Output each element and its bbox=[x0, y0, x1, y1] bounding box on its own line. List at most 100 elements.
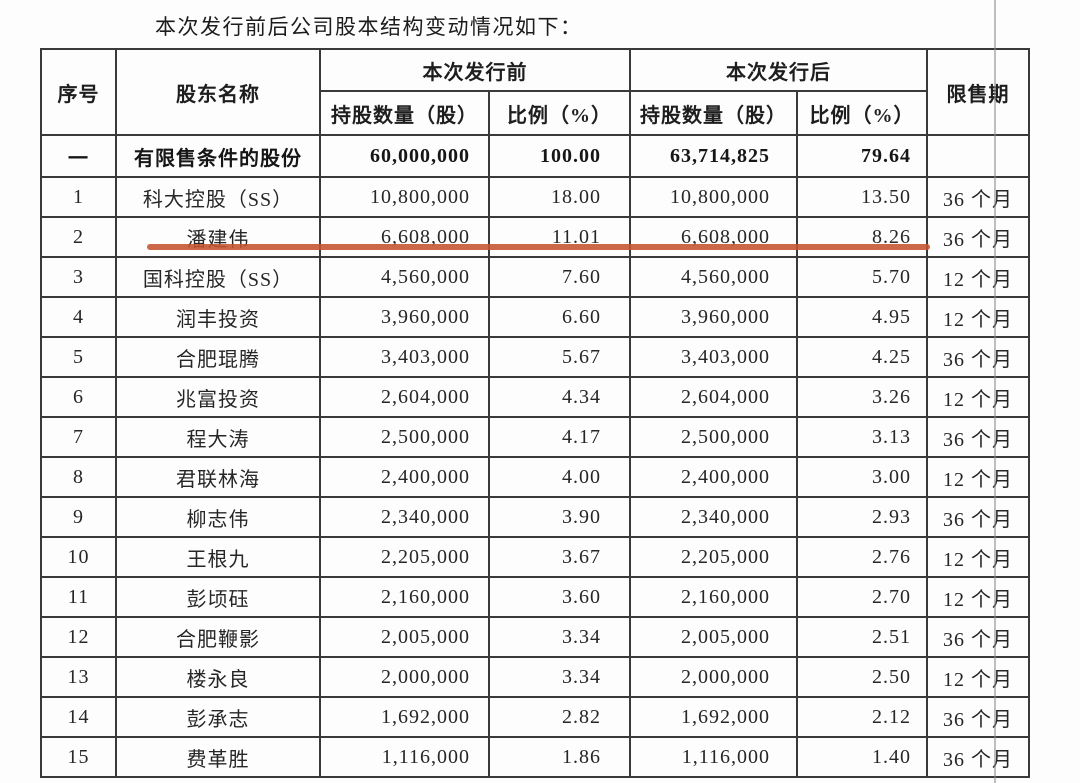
quantity-after-cell: 2,205,000 bbox=[629, 536, 798, 578]
ratio-before-cell: 3.34 bbox=[488, 656, 631, 698]
quantity-after-cell: 10,800,000 bbox=[629, 176, 798, 218]
table-row: 8 君联林海 2,400,000 4.00 2,400,000 3.00 12 个月 bbox=[40, 456, 1030, 498]
shareholder-name-cell: 王根九 bbox=[115, 536, 321, 578]
serial-number-cell: 1 bbox=[40, 176, 117, 218]
table-row: 10 王根九 2,205,000 3.67 2,205,000 2.76 12 个月 bbox=[40, 536, 1030, 578]
table-row: 一有限售条件的股份 60,000,000 100.00 63,714,825 79.64 bbox=[40, 134, 1030, 178]
ratio-after-cell: 4.95 bbox=[796, 296, 928, 338]
table-header: 序号 股东名称 本次发行前 本次发行后 限售期 持股数量（股） 比例（%） 持股… bbox=[40, 48, 1030, 136]
table-row: 12 合肥鞭影 2,005,000 3.34 2,005,000 2.51 36 个月 bbox=[40, 616, 1030, 658]
shareholder-name-cell: 合肥鞭影 bbox=[115, 616, 321, 658]
serial-number-cell: 12 bbox=[40, 616, 117, 658]
table-row: 5 合肥琨腾 3,403,000 5.67 3,403,000 4.25 36 个月 bbox=[40, 336, 1030, 378]
serial-number-cell: 11 bbox=[40, 576, 117, 618]
serial-number-cell: 14 bbox=[40, 696, 117, 738]
header-quantity-after: 持股数量（股） bbox=[629, 90, 798, 136]
serial-number-cell: 5 bbox=[40, 336, 117, 378]
quantity-after-cell: 3,960,000 bbox=[629, 296, 798, 338]
ratio-after-cell: 2.76 bbox=[796, 536, 928, 578]
shareholder-name-cell: 科大控股（SS） bbox=[115, 176, 321, 218]
shareholder-name-cell: 合肥琨腾 bbox=[115, 336, 321, 378]
quantity-before-cell: 6,608,000 bbox=[319, 216, 490, 258]
serial-number-cell: 15 bbox=[40, 736, 117, 778]
ratio-after-cell: 3.00 bbox=[796, 456, 928, 498]
lockup-period-cell: 12 个月 bbox=[926, 536, 1030, 578]
shareholder-name-cell: 君联林海 bbox=[115, 456, 321, 498]
table-row: 14 彭承志 1,692,000 2.82 1,692,000 2.12 36 个月 bbox=[40, 696, 1030, 738]
lockup-period-cell: 36 个月 bbox=[926, 736, 1030, 778]
shareholder-name-cell: 有限售条件的股份 bbox=[115, 134, 321, 178]
ratio-after-cell: 2.93 bbox=[796, 496, 928, 538]
shareholder-name-cell: 彭顷砡 bbox=[115, 576, 321, 618]
table-row: 1 科大控股（SS） 10,800,000 18.00 10,800,000 13.50 3… bbox=[40, 176, 1030, 218]
table-row: 3 国科控股（SS） 4,560,000 7.60 4,560,000 5.70 12 个月 bbox=[40, 256, 1030, 298]
ratio-after-cell: 8.26 bbox=[796, 216, 928, 258]
lockup-period-cell: 12 个月 bbox=[926, 656, 1030, 698]
shareholder-name-cell: 彭承志 bbox=[115, 696, 321, 738]
ratio-after-cell: 2.12 bbox=[796, 696, 928, 738]
table-body: 一有限售条件的股份 60,000,000 100.00 63,714,825 79.64… bbox=[40, 134, 1030, 778]
share-structure-table: 序号 股东名称 本次发行前 本次发行后 限售期 持股数量（股） 比例（%） 持股… bbox=[40, 48, 1030, 778]
quantity-after-cell: 2,604,000 bbox=[629, 376, 798, 418]
quantity-after-cell: 1,116,000 bbox=[629, 736, 798, 778]
quantity-before-cell: 1,116,000 bbox=[319, 736, 490, 778]
table-row: 2 潘建伟 6,608,000 11.01 6,608,000 8.26 36 个月 bbox=[40, 216, 1030, 258]
lockup-period-cell: 36 个月 bbox=[926, 336, 1030, 378]
serial-number-cell: 4 bbox=[40, 296, 117, 338]
quantity-after-cell: 2,005,000 bbox=[629, 616, 798, 658]
quantity-after-cell: 4,560,000 bbox=[629, 256, 798, 298]
table-row: 4 润丰投资 3,960,000 6.60 3,960,000 4.95 12 个月 bbox=[40, 296, 1030, 338]
ratio-before-cell: 100.00 bbox=[488, 134, 631, 178]
quantity-after-cell: 2,340,000 bbox=[629, 496, 798, 538]
header-group-after-issuance: 本次发行后 bbox=[629, 48, 928, 92]
ratio-before-cell: 4.17 bbox=[488, 416, 631, 458]
serial-number-cell: 7 bbox=[40, 416, 117, 458]
serial-number-cell: 8 bbox=[40, 456, 117, 498]
shareholder-name-cell: 润丰投资 bbox=[115, 296, 321, 338]
quantity-after-cell: 2,000,000 bbox=[629, 656, 798, 698]
quantity-before-cell: 4,560,000 bbox=[319, 256, 490, 298]
table-row: 9 柳志伟 2,340,000 3.90 2,340,000 2.93 36 个月 bbox=[40, 496, 1030, 538]
ratio-before-cell: 2.82 bbox=[488, 696, 631, 738]
serial-number-cell: 一 bbox=[40, 134, 117, 178]
shareholder-name-cell: 柳志伟 bbox=[115, 496, 321, 538]
ratio-before-cell: 3.34 bbox=[488, 616, 631, 658]
quantity-before-cell: 2,205,000 bbox=[319, 536, 490, 578]
lockup-period-cell: 12 个月 bbox=[926, 256, 1030, 298]
lockup-period-cell: 36 个月 bbox=[926, 176, 1030, 218]
page-title: 本次发行前后公司股本结构变动情况如下： bbox=[155, 15, 583, 39]
header-quantity-before: 持股数量（股） bbox=[319, 90, 490, 136]
ratio-before-cell: 18.00 bbox=[488, 176, 631, 218]
header-ratio-after: 比例（%） bbox=[796, 90, 928, 136]
serial-number-cell: 13 bbox=[40, 656, 117, 698]
table-row: 7 程大涛 2,500,000 4.17 2,500,000 3.13 36 个月 bbox=[40, 416, 1030, 458]
ratio-before-cell: 7.60 bbox=[488, 256, 631, 298]
ratio-after-cell: 4.25 bbox=[796, 336, 928, 378]
quantity-after-cell: 2,160,000 bbox=[629, 576, 798, 618]
ratio-before-cell: 3.90 bbox=[488, 496, 631, 538]
shareholder-name-cell: 国科控股（SS） bbox=[115, 256, 321, 298]
serial-number-cell: 2 bbox=[40, 216, 117, 258]
ratio-after-cell: 3.13 bbox=[796, 416, 928, 458]
serial-number-cell: 9 bbox=[40, 496, 117, 538]
table-row: 11 彭顷砡 2,160,000 3.60 2,160,000 2.70 12 个月 bbox=[40, 576, 1030, 618]
shareholder-name-cell: 费革胜 bbox=[115, 736, 321, 778]
quantity-after-cell: 1,692,000 bbox=[629, 696, 798, 738]
quantity-after-cell: 6,608,000 bbox=[629, 216, 798, 258]
ratio-before-cell: 5.67 bbox=[488, 336, 631, 378]
quantity-before-cell: 2,160,000 bbox=[319, 576, 490, 618]
quantity-before-cell: 60,000,000 bbox=[319, 134, 490, 178]
quantity-before-cell: 2,604,000 bbox=[319, 376, 490, 418]
header-lockup-period: 限售期 bbox=[926, 48, 1030, 136]
lockup-period-cell: 12 个月 bbox=[926, 576, 1030, 618]
lockup-period-cell: 12 个月 bbox=[926, 376, 1030, 418]
header-shareholder-name: 股东名称 bbox=[115, 48, 321, 136]
quantity-before-cell: 2,340,000 bbox=[319, 496, 490, 538]
ratio-before-cell: 1.86 bbox=[488, 736, 631, 778]
shareholder-name-cell: 楼永良 bbox=[115, 656, 321, 698]
lockup-period-cell: 36 个月 bbox=[926, 496, 1030, 538]
lockup-period-cell: 36 个月 bbox=[926, 616, 1030, 658]
ratio-before-cell: 4.00 bbox=[488, 456, 631, 498]
header-ratio-before: 比例（%） bbox=[488, 90, 631, 136]
